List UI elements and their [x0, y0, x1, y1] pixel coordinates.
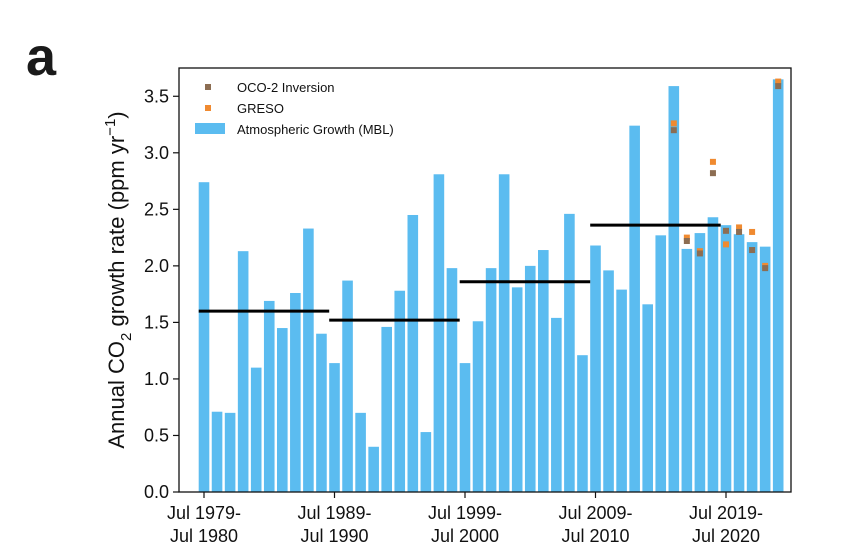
y-axis: 0.0 0.5 1.0 1.5 2.0 2.5 3.0 3.5	[144, 86, 179, 502]
legend-label: OCO-2 Inversion	[237, 80, 335, 95]
plot-frame	[178, 67, 792, 493]
bar	[746, 242, 758, 492]
y-tick-label: 3.5	[144, 86, 169, 106]
oco2-point	[670, 127, 677, 134]
bar	[420, 432, 432, 492]
bar	[720, 225, 732, 492]
oco2-point	[736, 228, 743, 235]
legend-swatch-marker	[205, 105, 211, 111]
bar	[498, 174, 510, 492]
legend-label: Atmospheric Growth (MBL)	[237, 122, 394, 137]
x-tick-label-line1: Jul 1989-	[297, 503, 371, 523]
bar	[538, 250, 549, 492]
greso-point	[775, 78, 782, 85]
bar	[342, 280, 353, 492]
bar	[303, 228, 314, 493]
bar	[694, 233, 706, 492]
greso-point	[749, 228, 756, 235]
bar	[237, 251, 249, 492]
oco2-point	[762, 265, 769, 272]
oco2-point	[709, 170, 716, 177]
bar	[655, 235, 667, 492]
bar	[329, 363, 340, 492]
oco2-point	[749, 247, 756, 254]
bar	[772, 79, 784, 492]
legend-swatch-marker	[205, 84, 211, 90]
x-tick-label-line2: Jul 1990	[300, 526, 368, 546]
oco2-point	[683, 237, 690, 244]
bar	[511, 287, 523, 492]
bar	[524, 265, 536, 492]
legend-swatch-bar	[195, 123, 225, 134]
points-layer	[670, 78, 782, 272]
bar	[446, 268, 458, 492]
x-tick-label-line1: Jul 2009-	[558, 503, 632, 523]
bar	[224, 412, 236, 492]
greso-point	[683, 234, 690, 241]
bar	[198, 182, 210, 492]
bar	[459, 363, 471, 492]
y-tick-label: 2.0	[144, 256, 169, 276]
y-tick-label: 1.0	[144, 369, 169, 389]
bar	[629, 125, 640, 492]
oco2-point	[723, 227, 729, 234]
greso-point	[670, 120, 677, 127]
x-tick-label-line1: Jul 2019-	[689, 503, 763, 523]
oco2-point	[696, 250, 703, 257]
bar	[681, 248, 693, 492]
bar	[316, 333, 327, 492]
bar	[211, 411, 223, 492]
x-tick-label-line2: Jul 2010	[561, 526, 629, 546]
bar	[394, 290, 406, 492]
bar	[642, 304, 653, 492]
y-tick-label: 0.5	[144, 425, 169, 445]
bars-layer	[198, 79, 784, 493]
decadal-means-layer	[198, 223, 721, 322]
bar	[290, 293, 301, 492]
bar	[355, 412, 366, 492]
bar	[250, 367, 262, 492]
oco2-point	[775, 83, 782, 90]
x-tick-label-line2: Jul 2000	[431, 526, 499, 546]
legend: OCO-2 Inversion GRESO Atmospheric Growth (…	[195, 80, 394, 137]
bar	[616, 289, 627, 492]
bar	[407, 214, 419, 493]
x-tick-label-line2: Jul 1980	[170, 526, 238, 546]
legend-label: GRESO	[237, 101, 284, 116]
bar	[433, 174, 445, 492]
x-tick-label-line1: Jul 1979-	[167, 503, 241, 523]
greso-point	[723, 241, 729, 248]
bar	[707, 217, 719, 492]
y-axis-label: Annual CO2 growth rate (ppm yr−1)	[102, 111, 135, 448]
bar	[590, 245, 601, 492]
bar	[759, 246, 771, 492]
bar	[564, 213, 575, 493]
panel-letter: a	[26, 27, 57, 87]
bar	[381, 326, 392, 492]
x-tick-label-line2: Jul 2020	[692, 526, 760, 546]
bar	[551, 317, 562, 492]
bar	[733, 234, 745, 492]
bar	[668, 86, 680, 492]
x-tick-label-line1: Jul 1999-	[428, 503, 502, 523]
y-tick-label: 1.5	[144, 312, 169, 332]
bar	[603, 270, 614, 492]
y-tick-label: 0.0	[144, 482, 169, 502]
greso-point	[709, 158, 716, 165]
y-tick-label: 3.0	[144, 143, 169, 163]
bar	[277, 328, 288, 492]
bar	[485, 268, 497, 492]
x-axis: Jul 1979- Jul 1980 Jul 1989- Jul 1990 Jul 19…	[167, 492, 763, 546]
bar	[472, 321, 484, 492]
greso-point	[736, 224, 743, 231]
bar	[263, 300, 275, 492]
bar	[577, 355, 588, 492]
y-tick-label: 2.5	[144, 199, 169, 219]
bar	[368, 446, 379, 492]
